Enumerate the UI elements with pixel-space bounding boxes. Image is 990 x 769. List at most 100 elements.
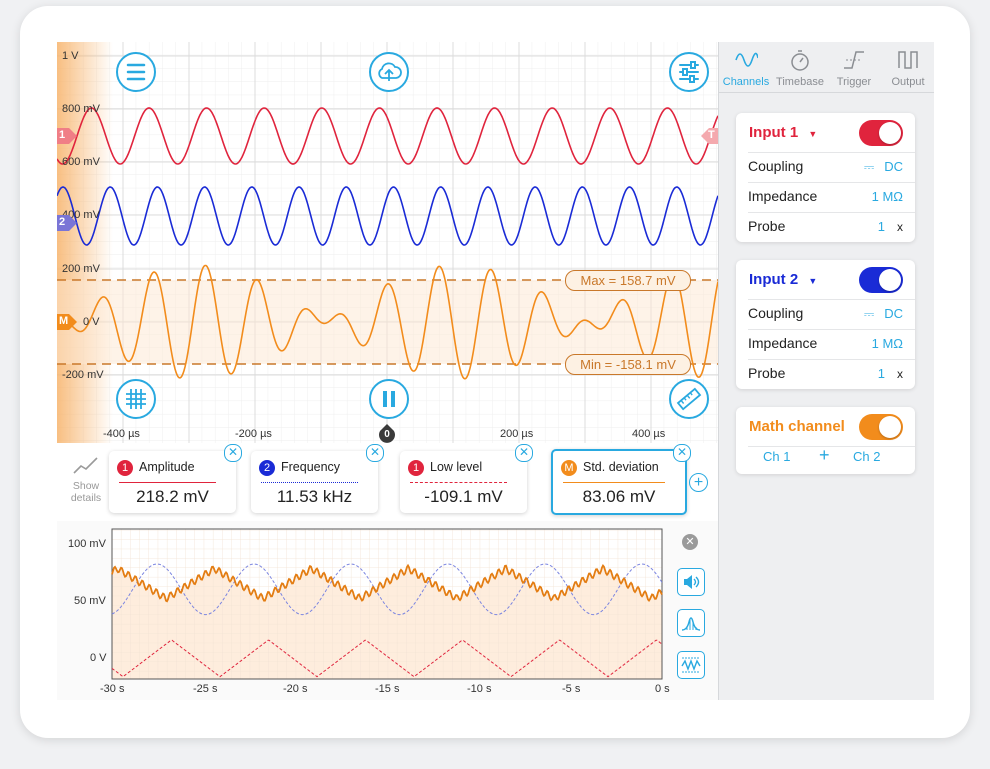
- channel-badge: 1: [408, 460, 424, 476]
- tab-timebase[interactable]: Timebase: [773, 42, 827, 92]
- math-operand-right[interactable]: Ch 2: [853, 449, 881, 464]
- grid-toggle-button[interactable]: [116, 379, 156, 419]
- input2-title[interactable]: Input 2 ▼: [749, 271, 818, 288]
- probe-row[interactable]: Probe 1 x: [748, 359, 903, 389]
- upload-button[interactable]: [369, 52, 409, 92]
- measurement-card[interactable]: 1 Low level -109.1 mV ✕: [400, 444, 533, 513]
- input1-toggle[interactable]: [859, 120, 903, 146]
- ruler-icon: [676, 387, 702, 411]
- channel-line: [410, 482, 507, 483]
- pause-icon: [383, 391, 395, 407]
- remove-measurement-button[interactable]: ✕: [515, 444, 533, 462]
- add-measurement-button[interactable]: +: [689, 473, 708, 492]
- input1-card: Input 1 ▼ Coupling ⎓ DC Impedance 1 MΩ Pr…: [736, 113, 915, 242]
- measurement-name: Amplitude: [139, 460, 195, 474]
- history-y-tick: 0 V: [90, 652, 107, 664]
- tab-output[interactable]: Output: [881, 42, 934, 92]
- plus-icon: +: [693, 474, 704, 491]
- dropdown-arrow-icon: ▼: [808, 276, 818, 286]
- impedance-label: Impedance: [748, 188, 818, 204]
- scope-display[interactable]: 1 V 800 mV 600 mV 400 mV 200 mV 0 V -200…: [57, 42, 718, 443]
- math-title: Math channel: [749, 418, 845, 435]
- x-tick-label: 200 µs: [500, 428, 534, 440]
- waveform-history-button[interactable]: [677, 651, 705, 679]
- math-operand-left[interactable]: Ch 1: [763, 449, 791, 464]
- measurement-card-selected[interactable]: M Std. deviation 83.06 mV ✕: [551, 444, 691, 515]
- channel-badge: 2: [259, 460, 275, 476]
- close-icon: ✕: [227, 445, 239, 459]
- trigger-edge-icon: [844, 51, 864, 69]
- tab-trigger[interactable]: Trigger: [827, 42, 881, 92]
- trend-line-icon: [73, 457, 98, 474]
- toggle-knob: [879, 269, 901, 291]
- history-y-tick: 50 mV: [74, 595, 106, 607]
- impedance-row[interactable]: Impedance 1 MΩ: [748, 329, 903, 359]
- cloud-upload-icon: [378, 62, 402, 81]
- close-icon: ✕: [676, 445, 688, 459]
- app-screen: 1 V 800 mV 600 mV 400 mV 200 mV 0 V -200…: [57, 42, 934, 700]
- dc-coupling-icon: ⎓: [863, 306, 875, 321]
- stopwatch-icon: [791, 50, 809, 71]
- measurement-value: -109.1 mV: [424, 487, 503, 506]
- remove-measurement-button[interactable]: ✕: [673, 444, 691, 462]
- probe-label: Probe: [748, 218, 786, 234]
- channel-badge: M: [561, 460, 577, 476]
- channel-line: [119, 482, 216, 483]
- dc-coupling-icon: ⎓: [863, 159, 875, 174]
- math-operator[interactable]: +: [819, 445, 830, 465]
- probe-unit: x: [897, 367, 903, 381]
- trigger-level-icon: T: [708, 129, 715, 141]
- coupling-row[interactable]: Coupling ⎓ DC: [748, 152, 903, 182]
- math-offset-marker[interactable]: M: [57, 314, 77, 330]
- probe-value: 1: [877, 219, 885, 234]
- history-x-tick: -5 s: [562, 683, 581, 695]
- coupling-value: ⎓ DC: [863, 159, 903, 174]
- probe-row[interactable]: Probe 1 x: [748, 212, 903, 242]
- min-cursor-label: Min = -158.1 mV: [565, 354, 691, 375]
- x-tick-label: 400 µs: [632, 428, 666, 440]
- histogram-button[interactable]: [677, 609, 705, 637]
- history-x-tick: -30 s: [100, 683, 125, 695]
- pause-button[interactable]: [369, 379, 409, 419]
- coupling-value: ⎓ DC: [863, 306, 903, 321]
- y-tick-label: 600 mV: [62, 156, 100, 168]
- y-tick-label: 800 mV: [62, 103, 100, 115]
- menu-button[interactable]: [116, 52, 156, 92]
- trigger-marker-label: 0: [384, 429, 390, 440]
- measurement-card[interactable]: 2 Frequency 11.53 kHz ✕: [251, 444, 384, 513]
- show-details-button[interactable]: Show details: [63, 454, 109, 510]
- input1-title[interactable]: Input 1 ▼: [749, 124, 818, 141]
- input2-toggle[interactable]: [859, 267, 903, 293]
- input2-card: Input 2 ▼ Coupling ⎓ DC Impedance 1 MΩ Pr…: [736, 260, 915, 389]
- remove-measurement-button[interactable]: ✕: [224, 444, 242, 462]
- impedance-label: Impedance: [748, 335, 818, 351]
- speaker-icon: [684, 575, 700, 589]
- remove-measurement-button[interactable]: ✕: [366, 444, 384, 462]
- trigger-position-marker[interactable]: 0: [378, 424, 396, 443]
- measurement-name: Frequency: [281, 460, 341, 474]
- probe-label: Probe: [748, 365, 786, 381]
- audio-button[interactable]: [677, 568, 705, 596]
- ch1-trigger-level-marker[interactable]: T: [701, 128, 718, 144]
- measurement-value: 218.2 mV: [136, 487, 209, 506]
- close-history-button[interactable]: ✕: [682, 534, 698, 550]
- y-tick-label: 0 V: [83, 316, 100, 328]
- ch1-offset-marker[interactable]: 1: [57, 128, 77, 144]
- settings-sliders-button[interactable]: [669, 52, 709, 92]
- divider: [748, 152, 915, 153]
- hamburger-icon: [126, 63, 146, 81]
- ch2-offset-marker[interactable]: 2: [57, 215, 77, 231]
- math-toggle[interactable]: [859, 414, 903, 440]
- tab-label: Timebase: [776, 76, 824, 88]
- measure-ruler-button[interactable]: [669, 379, 709, 419]
- ch2-marker-label: 2: [59, 216, 66, 228]
- probe-unit: x: [897, 220, 903, 234]
- coupling-row[interactable]: Coupling ⎓ DC: [748, 299, 903, 329]
- tab-label: Output: [891, 76, 925, 88]
- history-y-tick: 100 mV: [68, 538, 106, 550]
- measurement-card[interactable]: 1 Amplitude 218.2 mV ✕: [109, 444, 242, 513]
- tab-channels[interactable]: Channels: [719, 42, 773, 92]
- impedance-row[interactable]: Impedance 1 MΩ: [748, 182, 903, 212]
- coupling-label: Coupling: [748, 158, 804, 174]
- close-icon: ✕: [369, 445, 381, 459]
